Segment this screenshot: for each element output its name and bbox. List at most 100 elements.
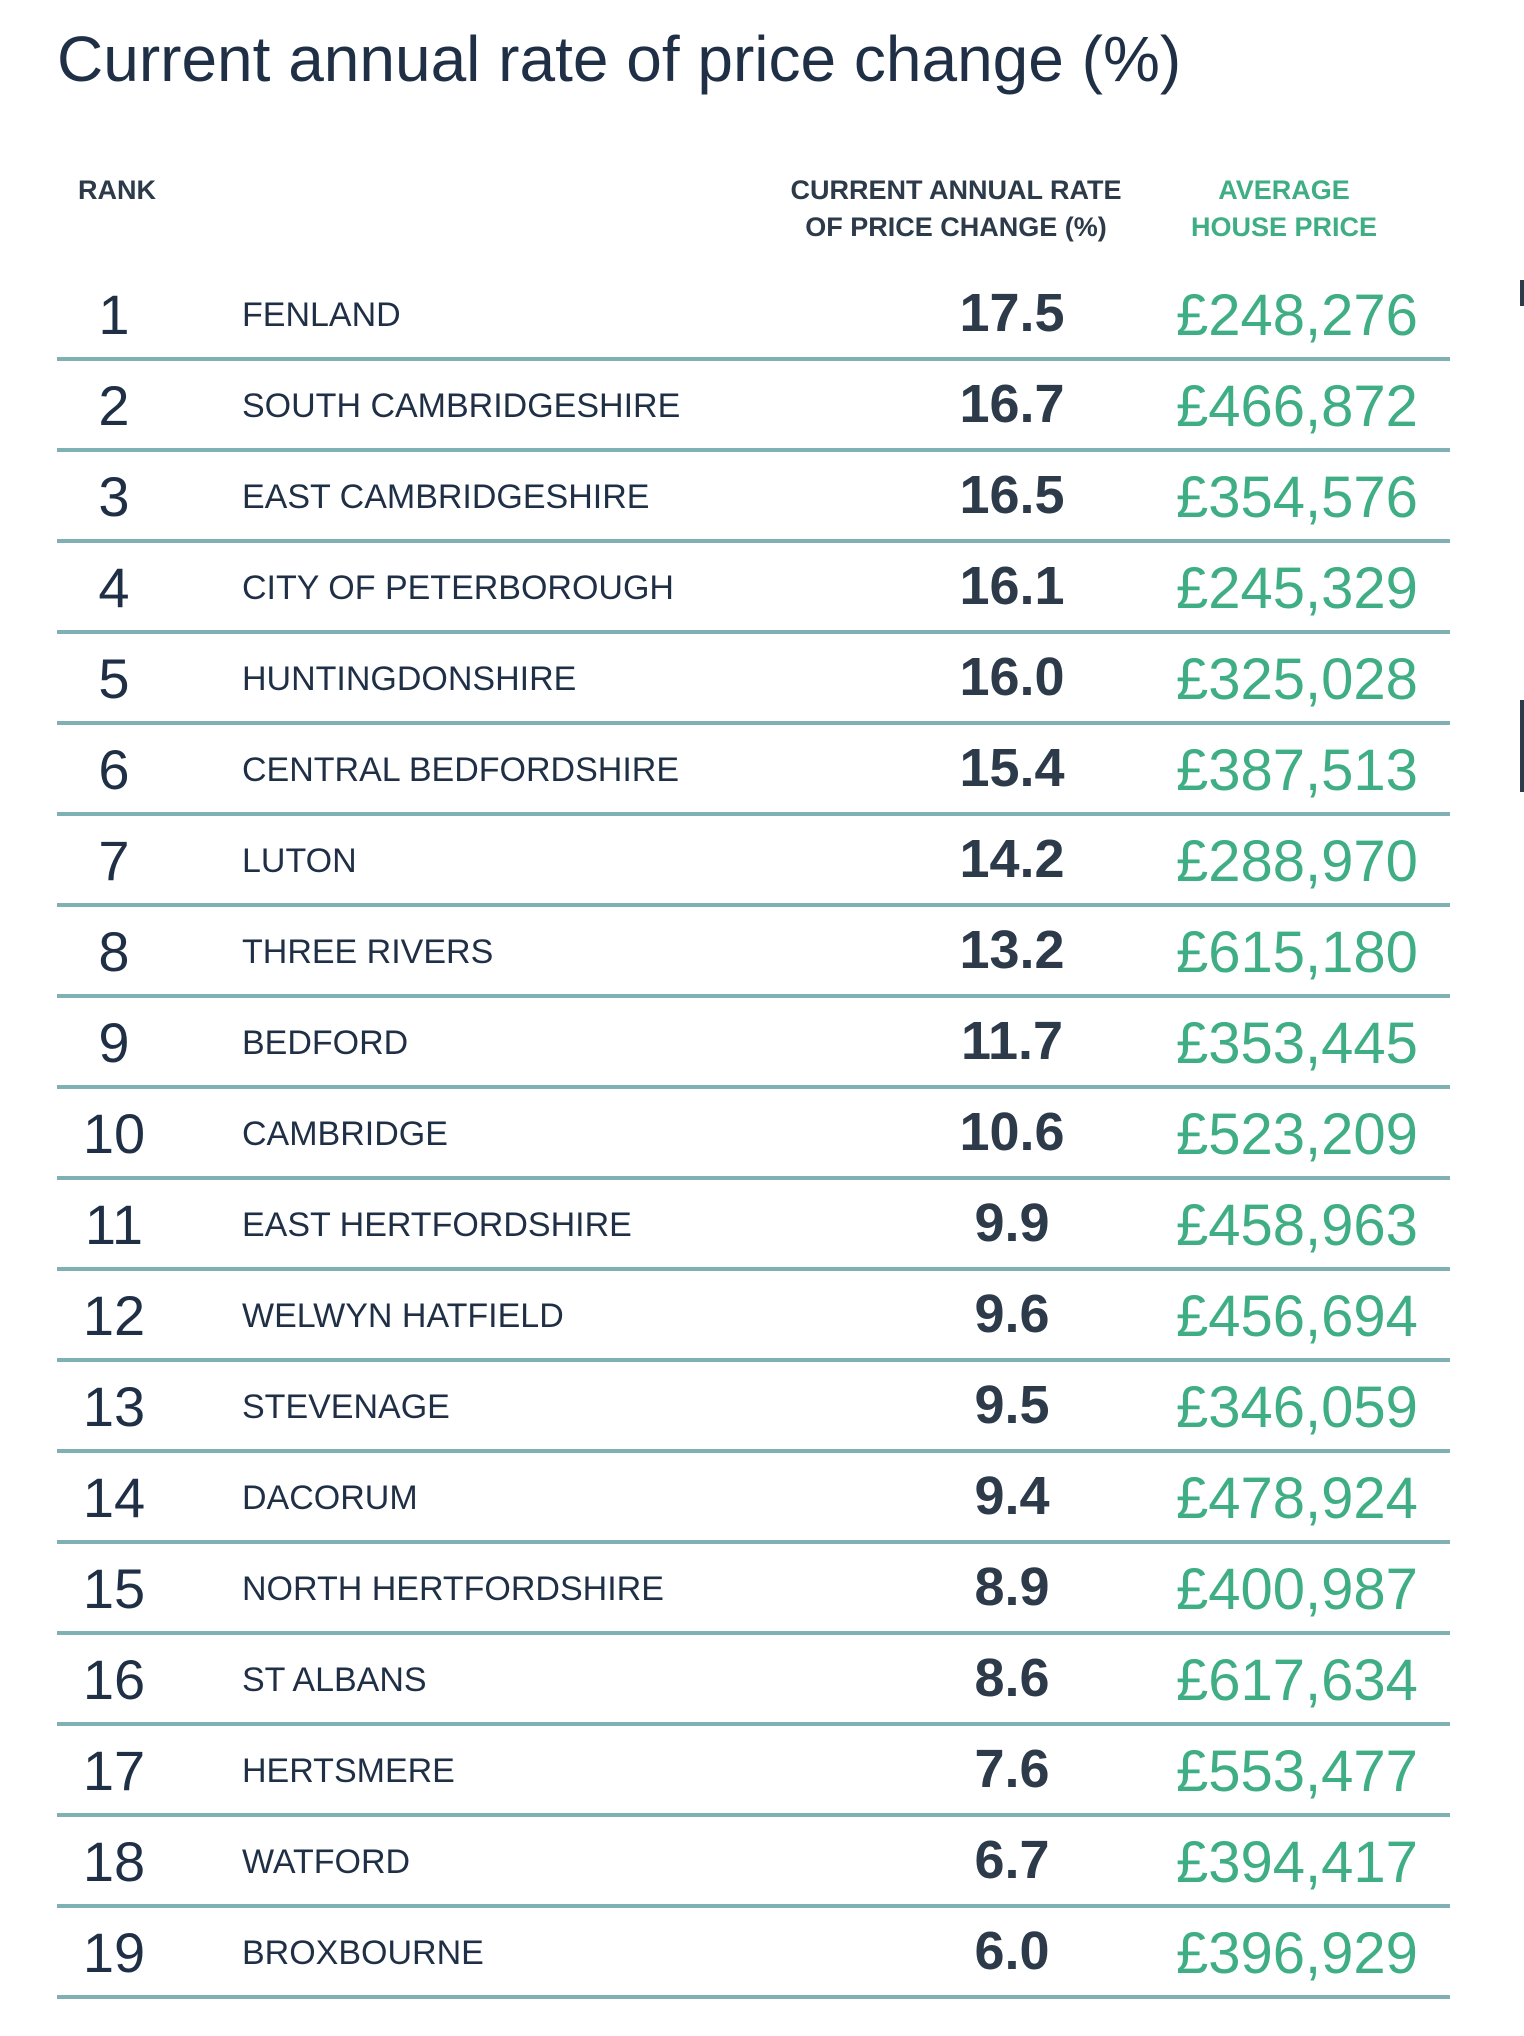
rank-cell: 18 — [82, 1830, 146, 1893]
price-cell: £458,963 — [1176, 1193, 1418, 1258]
rank-cell: 3 — [98, 465, 130, 528]
table-row: 10 CAMBRIDGE 10.6 £523,209 — [57, 1089, 1450, 1180]
price-cell: £396,929 — [1176, 1921, 1418, 1986]
rate-cell: 10.6 — [959, 1102, 1065, 1162]
rank-cell: 6 — [98, 738, 130, 801]
edge-mark — [1520, 280, 1524, 306]
table-row: 1 FENLAND 17.5 £248,276 — [57, 270, 1450, 361]
rank-cell: 14 — [82, 1466, 146, 1529]
table-row: 8 THREE RIVERS 13.2 £615,180 — [57, 907, 1450, 998]
rate-cell: 15.4 — [959, 738, 1065, 798]
rank-cell: 17 — [82, 1739, 146, 1802]
area-cell: LUTON — [242, 842, 357, 880]
rank-cell: 12 — [82, 1284, 146, 1347]
table-row: 4 CITY OF PETERBOROUGH 16.1 £245,329 — [57, 543, 1450, 634]
rate-cell: 16.1 — [959, 556, 1065, 616]
area-cell: DACORUM — [242, 1479, 418, 1517]
table-row: 16 ST ALBANS 8.6 £617,634 — [57, 1635, 1450, 1726]
area-cell: WELWYN HATFIELD — [242, 1297, 564, 1335]
rank-cell: 16 — [82, 1648, 146, 1711]
rank-cell: 7 — [98, 829, 130, 892]
area-cell: THREE RIVERS — [242, 933, 494, 971]
price-header-line-1: AVERAGE — [1218, 175, 1350, 205]
rate-header-line-2: OF PRICE CHANGE (%) — [805, 212, 1107, 242]
page-title: Current annual rate of price change (%) — [57, 23, 1182, 95]
rate-cell: 16.0 — [959, 647, 1065, 707]
rank-cell: 13 — [82, 1375, 146, 1438]
area-cell: STEVENAGE — [242, 1388, 450, 1426]
price-cell: £245,329 — [1176, 556, 1418, 621]
rate-cell: 14.2 — [959, 829, 1065, 889]
rank-cell: 11 — [84, 1193, 144, 1256]
price-cell: £394,417 — [1176, 1830, 1418, 1895]
rate-cell: 9.6 — [974, 1284, 1050, 1344]
price-cell: £617,634 — [1176, 1648, 1418, 1713]
area-cell: CAMBRIDGE — [242, 1115, 448, 1153]
price-cell: £456,694 — [1176, 1284, 1418, 1349]
rank-cell: 9 — [98, 1011, 130, 1074]
table-row: 3 EAST CAMBRIDGESHIRE 16.5 £354,576 — [57, 452, 1450, 543]
rate-cell: 16.5 — [959, 465, 1065, 525]
table-row: 15 NORTH HERTFORDSHIRE 8.9 £400,987 — [57, 1544, 1450, 1635]
table-row: 14 DACORUM 9.4 £478,924 — [57, 1453, 1450, 1544]
price-cell: £523,209 — [1176, 1102, 1418, 1167]
rate-header-line-1: CURRENT ANNUAL RATE — [790, 175, 1122, 205]
price-cell: £615,180 — [1176, 920, 1418, 985]
table-row: 19 BROXBOURNE 6.0 £396,929 — [57, 1908, 1450, 1999]
table-row: 17 HERTSMERE 7.6 £553,477 — [57, 1726, 1450, 1817]
right-edge-marks — [1516, 0, 1524, 2036]
rate-cell: 8.9 — [974, 1557, 1050, 1617]
table-row: 12 WELWYN HATFIELD 9.6 £456,694 — [57, 1271, 1450, 1362]
area-cell: NORTH HERTFORDSHIRE — [242, 1570, 664, 1608]
area-cell: WATFORD — [242, 1843, 411, 1881]
price-cell: £354,576 — [1176, 465, 1418, 530]
rank-cell: 8 — [98, 920, 130, 983]
table-row: 11 EAST HERTFORDSHIRE 9.9 £458,963 — [57, 1180, 1450, 1271]
rank-cell: 2 — [98, 374, 130, 437]
rate-cell: 16.7 — [959, 374, 1065, 434]
price-cell: £466,872 — [1176, 374, 1418, 439]
price-cell: £288,970 — [1176, 829, 1418, 894]
price-cell: £248,276 — [1176, 283, 1418, 348]
rank-cell: 1 — [98, 283, 130, 346]
price-cell: £478,924 — [1176, 1466, 1418, 1531]
area-cell: HERTSMERE — [242, 1752, 455, 1790]
rate-cell: 9.5 — [974, 1375, 1050, 1435]
table-row: 9 BEDFORD 11.7 £353,445 — [57, 998, 1450, 1089]
rate-cell: 6.0 — [974, 1921, 1050, 1981]
table-row: 5 HUNTINGDONSHIRE 16.0 £325,028 — [57, 634, 1450, 725]
area-cell: EAST HERTFORDSHIRE — [242, 1206, 632, 1244]
table-row: 18 WATFORD 6.7 £394,417 — [57, 1817, 1450, 1908]
area-cell: CITY OF PETERBOROUGH — [242, 569, 674, 607]
rank-cell: 10 — [82, 1102, 146, 1165]
rate-cell: 7.6 — [974, 1739, 1050, 1799]
area-cell: ST ALBANS — [242, 1661, 427, 1699]
rate-cell: 6.7 — [974, 1830, 1050, 1890]
area-cell: FENLAND — [242, 296, 401, 334]
rate-cell: 11.7 — [960, 1011, 1064, 1071]
rate-cell: 8.6 — [974, 1648, 1050, 1708]
area-cell: HUNTINGDONSHIRE — [242, 660, 577, 698]
table-row: 13 STEVENAGE 9.5 £346,059 — [57, 1362, 1450, 1453]
table-row: 6 CENTRAL BEDFORDSHIRE 15.4 £387,513 — [57, 725, 1450, 816]
price-cell: £400,987 — [1176, 1557, 1418, 1622]
price-cell: £553,477 — [1176, 1739, 1418, 1804]
rank-cell: 5 — [98, 647, 130, 710]
area-cell: SOUTH CAMBRIDGESHIRE — [242, 387, 681, 425]
rate-cell: 9.9 — [974, 1193, 1050, 1253]
area-cell: CENTRAL BEDFORDSHIRE — [242, 751, 680, 789]
rate-cell: 13.2 — [959, 920, 1065, 980]
edge-mark — [1520, 700, 1524, 792]
rank-cell: 19 — [82, 1921, 146, 1984]
rank-column-header: RANK — [78, 175, 156, 205]
area-cell: BROXBOURNE — [242, 1934, 484, 1972]
rate-cell: 17.5 — [959, 283, 1065, 343]
table-row: 2 SOUTH CAMBRIDGESHIRE 16.7 £466,872 — [57, 361, 1450, 452]
price-cell: £353,445 — [1176, 1011, 1418, 1076]
price-header-line-2: HOUSE PRICE — [1190, 212, 1378, 242]
area-cell: EAST CAMBRIDGESHIRE — [242, 478, 650, 516]
price-column-header: AVERAGE HOUSE PRICE — [1153, 172, 1415, 246]
ranking-table: 1 FENLAND 17.5 £248,276 2 SOUTH CAMBRIDGESHIR… — [57, 270, 1450, 1999]
rate-column-header: CURRENT ANNUAL RATE OF PRICE CHANGE (%) — [756, 172, 1156, 246]
area-cell: BEDFORD — [242, 1024, 409, 1062]
